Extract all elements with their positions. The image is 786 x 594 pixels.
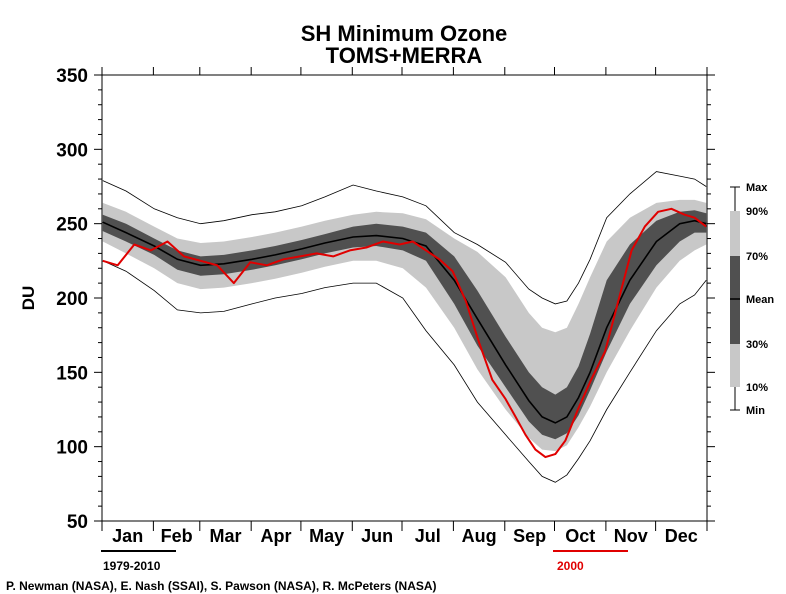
legend-label: 90%: [746, 206, 768, 218]
month-label: Dec: [665, 526, 698, 546]
legend-label: Max: [746, 182, 768, 194]
month-label: Jan: [112, 526, 143, 546]
month-label: Aug: [462, 526, 497, 546]
legend-label: Min: [746, 405, 765, 417]
band-30-70: [102, 210, 707, 440]
month-label: Feb: [161, 526, 193, 546]
legend-band-10-30: [730, 344, 740, 387]
chart-subtitle: TOMS+MERRA: [326, 43, 483, 68]
month-label: May: [309, 526, 344, 546]
y-tick-label: 350: [56, 66, 88, 87]
legend-band-30-70: [730, 256, 740, 344]
y-tick-label: 200: [56, 289, 88, 310]
y-tick-label: 50: [67, 512, 88, 533]
credits: P. Newman (NASA), E. Nash (SSAI), S. Paw…: [6, 579, 437, 593]
month-label: Jun: [361, 526, 393, 546]
y-axis-label: DU: [19, 286, 38, 311]
y-tick-label: 100: [56, 438, 88, 459]
x-axis: Jan Feb Mar Apr May Jun Jul Aug Sep Oct Nov Dec: [101, 67, 708, 546]
month-label: Nov: [614, 526, 648, 546]
y-tick-label: 250: [56, 215, 88, 236]
month-label: Mar: [209, 526, 241, 546]
year-2000-line: [102, 207, 707, 459]
bands-layer: [102, 199, 707, 452]
y-axis: 50 100 150 200 250 300 350: [56, 66, 715, 533]
y-tick-label: 300: [56, 140, 88, 161]
legend-band-70-90: [730, 211, 740, 256]
min-line: [102, 260, 707, 483]
legend-label: 30%: [746, 339, 768, 351]
month-label: Apr: [261, 526, 292, 546]
year-label: 2000: [557, 559, 584, 573]
month-label: Sep: [513, 526, 546, 546]
max-line: [102, 171, 707, 305]
y-tick-label: 150: [56, 363, 88, 384]
month-label: Jul: [415, 526, 441, 546]
lines-layer: [102, 171, 707, 483]
chart-title: SH Minimum Ozone: [301, 21, 508, 46]
legend: Max 90% 70% Mean 30% 10% Min: [730, 182, 774, 417]
month-label: Oct: [565, 526, 595, 546]
legend-label: 70%: [746, 251, 768, 263]
legend-label: 10%: [746, 382, 768, 394]
legend-label: Mean: [746, 294, 774, 306]
climatology-period-label: 1979-2010: [103, 559, 161, 573]
